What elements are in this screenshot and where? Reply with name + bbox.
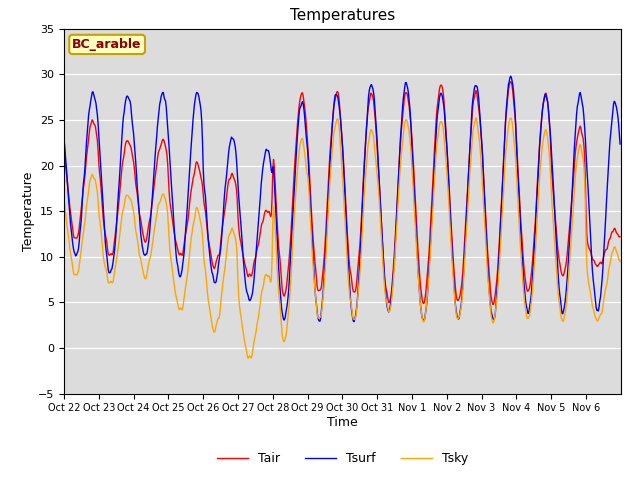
Tair bbox=[228, 171, 236, 177]
Line: Tsky: Tsky bbox=[64, 118, 620, 358]
Line: Tair: Tair bbox=[64, 82, 620, 305]
Tsurf bbox=[228, 134, 236, 140]
Tsky bbox=[277, 313, 285, 319]
Tair bbox=[60, 147, 68, 153]
Tsurf bbox=[276, 287, 284, 292]
Y-axis label: Temperature: Temperature bbox=[22, 171, 35, 251]
Tair bbox=[125, 141, 133, 146]
Tsurf bbox=[616, 141, 624, 147]
Tair bbox=[431, 147, 438, 153]
Tair bbox=[255, 239, 263, 244]
Tair bbox=[276, 257, 284, 263]
Legend: Tair, Tsurf, Tsky: Tair, Tsurf, Tsky bbox=[212, 447, 473, 470]
Tsurf bbox=[125, 96, 133, 102]
Tsky bbox=[431, 166, 439, 171]
Tsurf bbox=[255, 213, 263, 218]
Tsky bbox=[472, 115, 479, 121]
Tsurf bbox=[350, 319, 358, 324]
Tair bbox=[616, 234, 624, 240]
Tsky bbox=[60, 196, 68, 202]
Tsky bbox=[244, 355, 252, 361]
Tsky bbox=[256, 305, 264, 311]
Line: Tsurf: Tsurf bbox=[64, 76, 620, 322]
Tsurf bbox=[60, 137, 68, 143]
Tsurf bbox=[400, 90, 408, 96]
Tsurf bbox=[507, 73, 515, 79]
Tsky bbox=[400, 125, 408, 131]
Tsky bbox=[228, 226, 236, 232]
Title: Temperatures: Temperatures bbox=[290, 9, 395, 24]
Tsky bbox=[125, 195, 133, 201]
Tair bbox=[399, 107, 407, 112]
Tair bbox=[490, 302, 497, 308]
X-axis label: Time: Time bbox=[327, 416, 358, 429]
Text: BC_arable: BC_arable bbox=[72, 38, 142, 51]
Tsurf bbox=[431, 147, 439, 153]
Tsky bbox=[616, 258, 624, 264]
Tair bbox=[507, 79, 515, 84]
